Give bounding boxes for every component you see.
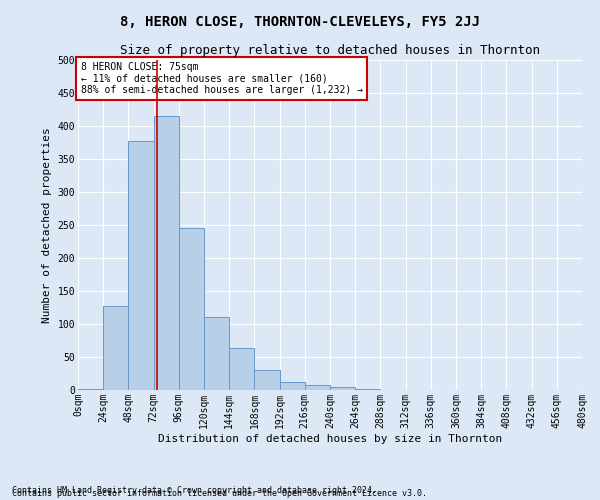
Bar xyxy=(355,388,380,390)
Bar xyxy=(78,388,103,390)
Bar xyxy=(103,306,128,390)
Bar xyxy=(330,386,355,390)
Bar xyxy=(204,318,229,390)
Y-axis label: Number of detached properties: Number of detached properties xyxy=(42,127,52,323)
Bar xyxy=(254,370,280,390)
Bar xyxy=(128,140,154,390)
Bar xyxy=(280,382,305,390)
Title: Size of property relative to detached houses in Thornton: Size of property relative to detached ho… xyxy=(120,44,540,58)
Text: Contains public sector information licensed under the Open Government Licence v3: Contains public sector information licen… xyxy=(12,488,427,498)
Bar xyxy=(305,386,330,390)
Bar xyxy=(154,116,179,390)
Text: 8, HERON CLOSE, THORNTON-CLEVELEYS, FY5 2JJ: 8, HERON CLOSE, THORNTON-CLEVELEYS, FY5 … xyxy=(120,15,480,29)
Text: 8 HERON CLOSE: 75sqm
← 11% of detached houses are smaller (160)
88% of semi-deta: 8 HERON CLOSE: 75sqm ← 11% of detached h… xyxy=(80,62,362,95)
Bar xyxy=(179,228,204,390)
X-axis label: Distribution of detached houses by size in Thornton: Distribution of detached houses by size … xyxy=(158,434,502,444)
Text: Contains HM Land Registry data © Crown copyright and database right 2024.: Contains HM Land Registry data © Crown c… xyxy=(12,486,377,495)
Bar xyxy=(229,348,254,390)
